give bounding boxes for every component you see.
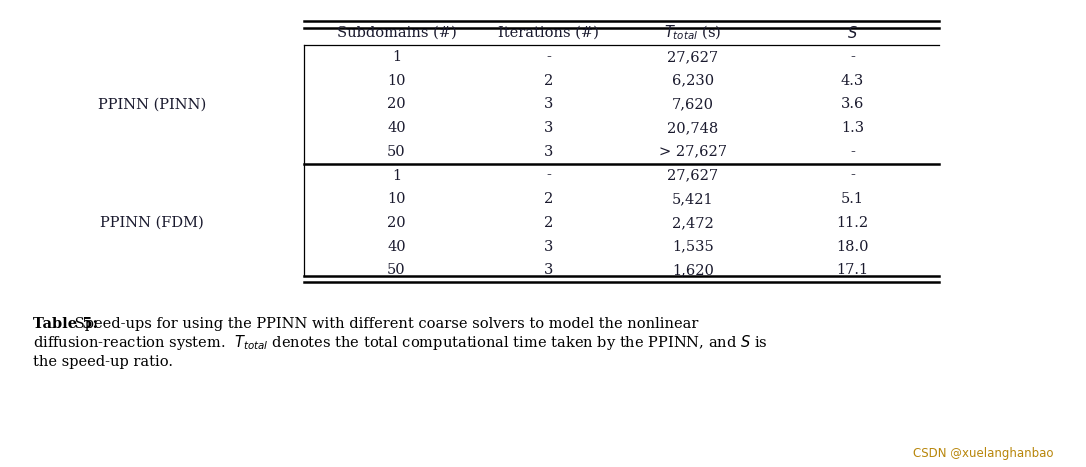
Text: 40: 40	[387, 240, 406, 254]
Text: 3: 3	[544, 97, 553, 111]
Text: Table 5:: Table 5:	[33, 317, 98, 331]
Text: 3: 3	[544, 121, 553, 135]
Text: -: -	[850, 145, 855, 159]
Text: $T_{total}$ (s): $T_{total}$ (s)	[665, 24, 721, 42]
Text: PPINN (PINN): PPINN (PINN)	[98, 97, 206, 111]
Text: 5,421: 5,421	[672, 192, 714, 206]
Text: 4.3: 4.3	[841, 74, 864, 88]
Text: Subdomains (#): Subdomains (#)	[337, 26, 456, 40]
Text: 10: 10	[387, 192, 406, 206]
Text: 20,748: 20,748	[667, 121, 719, 135]
Text: 1,620: 1,620	[672, 263, 714, 277]
Text: > 27,627: > 27,627	[659, 145, 727, 159]
Text: Speed-ups for using the PPINN with different coarse solvers to model the nonline: Speed-ups for using the PPINN with diffe…	[33, 317, 767, 368]
Text: 2: 2	[544, 216, 553, 230]
Text: -: -	[546, 50, 551, 64]
Text: 18.0: 18.0	[836, 240, 869, 254]
Text: 50: 50	[387, 145, 406, 159]
Text: 50: 50	[387, 263, 406, 277]
Text: 1,535: 1,535	[672, 240, 714, 254]
Text: 3: 3	[544, 145, 553, 159]
Text: 2: 2	[544, 74, 553, 88]
Text: 1: 1	[392, 169, 401, 183]
Text: 3.6: 3.6	[841, 97, 864, 111]
Text: 20: 20	[387, 216, 406, 230]
Text: 11.2: 11.2	[836, 216, 869, 230]
Text: 27,627: 27,627	[667, 50, 719, 64]
Text: 2,472: 2,472	[672, 216, 714, 230]
Text: 1.3: 1.3	[841, 121, 864, 135]
Text: PPINN (FDM): PPINN (FDM)	[100, 216, 204, 230]
Text: $S$: $S$	[847, 25, 858, 41]
Text: 3: 3	[544, 263, 553, 277]
Text: 2: 2	[544, 192, 553, 206]
Text: 27,627: 27,627	[667, 169, 719, 183]
Text: 6,230: 6,230	[672, 74, 714, 88]
Text: 3: 3	[544, 240, 553, 254]
Text: -: -	[850, 169, 855, 183]
Text: Iterations (#): Iterations (#)	[498, 26, 598, 40]
Text: 1: 1	[392, 50, 401, 64]
Text: 17.1: 17.1	[836, 263, 869, 277]
Text: 10: 10	[387, 74, 406, 88]
Text: 5.1: 5.1	[841, 192, 864, 206]
Text: 40: 40	[387, 121, 406, 135]
Text: 7,620: 7,620	[672, 97, 714, 111]
Text: -: -	[546, 169, 551, 183]
Text: -: -	[850, 50, 855, 64]
Text: 20: 20	[387, 97, 406, 111]
Text: CSDN @xuelanghanbao: CSDN @xuelanghanbao	[913, 447, 1053, 460]
